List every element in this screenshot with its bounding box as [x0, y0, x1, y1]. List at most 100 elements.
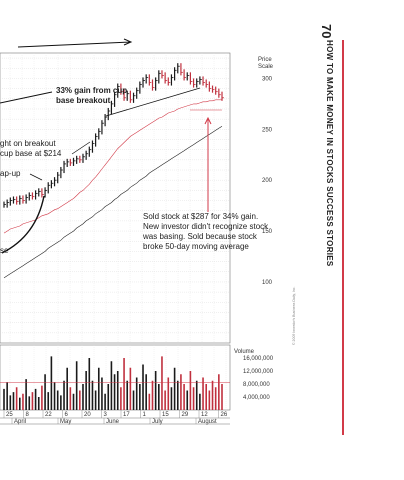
volume-bar	[164, 390, 166, 410]
sold-annotation-line2: New investor didn't recognize stock	[143, 222, 269, 231]
volume-bar	[199, 393, 201, 410]
volume-bar	[132, 390, 135, 410]
price-axis-title-2: Scale	[258, 64, 274, 70]
volume-bar	[192, 387, 195, 410]
volume-bar	[22, 393, 24, 410]
price-axis-title-1: Price	[258, 57, 272, 63]
page-number: 70	[319, 24, 334, 39]
volume-bar	[50, 356, 53, 410]
volume-bar	[79, 390, 81, 410]
breakout-annotation-line1: ght on breakout	[0, 139, 56, 148]
volume-bar	[107, 384, 110, 410]
gain-arrow-upper	[17, 38, 133, 48]
volume-bar	[9, 395, 12, 410]
date-tick-label: 17	[123, 412, 130, 418]
volume-bar	[94, 390, 97, 410]
sold-annotation-line4: broke 50-day moving average	[143, 242, 249, 251]
gap-up-leader	[29, 173, 43, 181]
volume-bar	[66, 367, 68, 410]
volume-bar	[189, 371, 192, 410]
volume-bars	[0, 356, 230, 410]
volume-bar	[53, 382, 56, 410]
month-label: July	[152, 419, 163, 425]
base-annotation: se	[0, 246, 9, 255]
volume-bar	[110, 361, 113, 410]
volume-bar	[135, 377, 138, 410]
price-tick-label: 100	[262, 280, 273, 286]
volume-tick-label: 16,000,000	[243, 356, 274, 362]
volume-bar	[34, 388, 37, 410]
date-tick-label: 25	[6, 412, 13, 418]
breakout-annotation-line2: cup base at $214	[0, 149, 62, 158]
price-tick-label: 150	[262, 229, 273, 235]
price-axis-ticks: 100 150 200 250 300	[262, 76, 273, 286]
volume-bar	[72, 393, 75, 410]
volume-bar	[91, 380, 94, 410]
volume-bar	[25, 379, 27, 410]
date-tick-label: 1	[143, 412, 147, 418]
volume-bar	[173, 367, 176, 410]
volume-bar	[208, 390, 211, 410]
volume-axis-title: Volume	[234, 349, 255, 355]
ma50-line	[3, 99, 222, 234]
date-tick-label: 20	[84, 412, 91, 418]
volume-bar	[47, 392, 50, 410]
sold-arrow	[204, 116, 212, 212]
volume-bar	[28, 396, 31, 410]
volume-bar	[154, 371, 157, 410]
date-tick-label: 6	[65, 412, 69, 418]
price-tick-label: 200	[262, 178, 273, 184]
volume-bar	[60, 395, 62, 410]
volume-bar	[158, 384, 160, 410]
volume-bar	[221, 384, 223, 410]
running-title: HOW TO MAKE MONEY IN STOCKS SUCCESS STOR…	[325, 40, 334, 267]
volume-bar	[97, 367, 100, 410]
annotation-arrows	[0, 38, 222, 254]
volume-bar	[129, 367, 132, 410]
volume-bar	[176, 380, 179, 410]
gain-arrow-pointer	[105, 87, 201, 117]
sold-annotation-line1: Sold stock at $287 for 34% gain.	[143, 212, 259, 221]
volume-bar	[101, 377, 103, 410]
gain-annotation: 33% gain from cup base breakout	[56, 86, 128, 105]
date-tick-label: 8	[26, 412, 30, 418]
volume-bar	[211, 380, 214, 410]
volume-bar	[113, 374, 116, 410]
cup-base-curve	[1, 195, 45, 254]
volume-bar	[148, 393, 151, 410]
volume-bar	[180, 374, 182, 410]
volume-bar	[218, 374, 220, 410]
volume-bar	[85, 371, 87, 410]
volume-bar	[202, 377, 204, 410]
volume-bar	[139, 384, 141, 410]
volume-bar	[120, 387, 122, 410]
date-tick-label: 15	[162, 412, 169, 418]
gap-up-annotation: ap-up	[0, 169, 21, 178]
volume-tick-label: 8,000,000	[243, 382, 270, 388]
volume-bar	[183, 384, 185, 410]
volume-bar	[37, 397, 40, 410]
date-tick-label: 12	[201, 412, 208, 418]
margin-rule	[342, 40, 344, 435]
month-label: April	[14, 419, 26, 425]
breakout-leader	[71, 141, 91, 155]
volume-bar	[145, 374, 147, 410]
volume-bar	[82, 384, 84, 410]
volume-tick-label: 12,000,000	[243, 369, 274, 375]
volume-bar	[69, 387, 72, 410]
price-bars	[3, 63, 224, 208]
chart-grid	[0, 53, 230, 410]
volume-bar	[88, 358, 91, 410]
volume-bar	[18, 397, 21, 410]
price-pane	[0, 52, 231, 344]
volume-bar	[167, 377, 170, 410]
volume-bar	[195, 380, 198, 410]
date-axis: 25 8 22 6 20 3 17 1 15 29 12 26 April May June July Augu…	[0, 410, 230, 425]
gain-arrow-lower	[0, 91, 53, 104]
volume-bar	[41, 385, 43, 410]
volume-bar	[142, 364, 144, 410]
month-label: June	[106, 419, 120, 425]
volume-bar	[31, 392, 34, 410]
volume-bar	[214, 387, 217, 410]
